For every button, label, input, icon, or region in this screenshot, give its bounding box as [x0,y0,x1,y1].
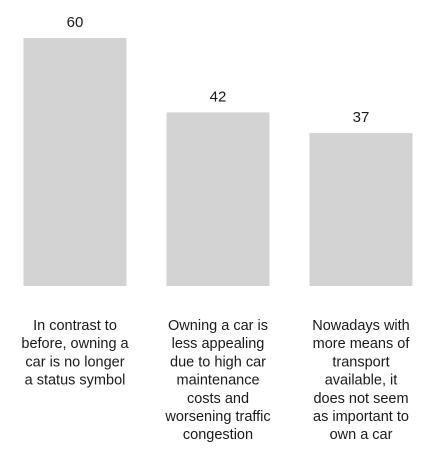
category-label-1: In contrast to before, owning a car is no … [21,318,129,389]
category-label-line: more means of [313,336,411,352]
category-label-3: Nowadays with more means of transport avail… [312,318,410,443]
data-label-3: 37 [353,109,370,126]
bar-3 [309,133,413,286]
bar-1 [23,38,127,286]
category-label-line: costs and [187,391,249,407]
data-label-2: 42 [210,88,227,105]
category-label-line: before, owning a [21,336,129,352]
category-label-line: congestion [183,427,253,443]
category-label-line: own a car [330,427,393,443]
category-label-line: transport [332,354,389,370]
category-label-line: Nowadays with [312,318,410,334]
category-label-2: Owning a car is less appealing due to high… [164,318,270,443]
category-label-line: does not seem [313,391,408,407]
category-label-line: worsening traffic [164,409,270,425]
category-label-line: due to high car [170,354,266,370]
category-label-line: a status symbol [25,373,126,389]
category-label-line: car is no longer [25,354,124,370]
category-label-line: In contrast to [33,318,117,334]
data-label-1: 60 [67,14,84,31]
category-label-line: available, it [325,373,398,389]
category-label-line: maintenance [176,373,259,389]
category-label-line: as important to [313,409,409,425]
category-label-line: Owning a car is [168,318,268,334]
category-label-line: less appealing [172,336,265,352]
bar-2 [166,112,270,287]
